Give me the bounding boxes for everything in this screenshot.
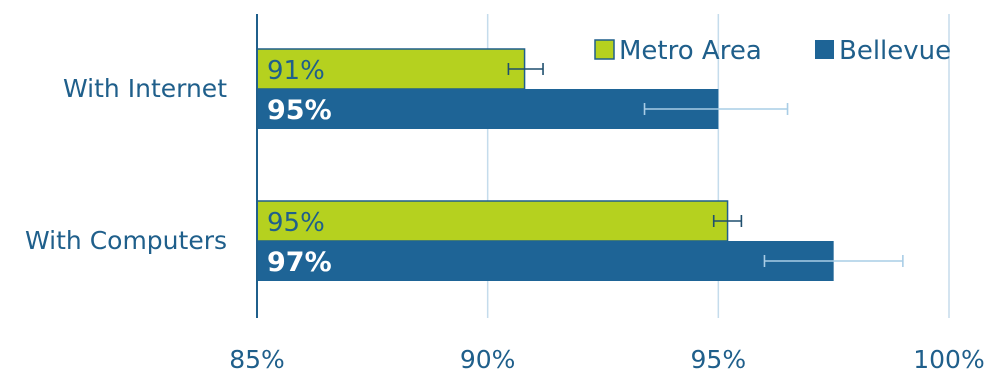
x-tick-label: 100% [913,345,984,374]
data-label: 91% [267,56,325,86]
x-tick-label: 85% [229,345,285,374]
category-label: With Internet [63,74,227,103]
axes: 85% 90% 95% 100% With Internet With Computers [25,14,985,374]
legend-swatch [594,39,615,60]
legend: Metro Area Bellevue [594,36,951,66]
data-label: 97% [267,247,332,278]
category-label: With Computers [25,226,227,255]
x-tick-label: 95% [691,345,747,374]
legend-swatch [815,40,834,59]
data-label: 95% [267,95,332,126]
bar-metro-area [256,48,526,90]
x-tick-label: 90% [460,345,516,374]
legend-label: Bellevue [839,36,951,66]
bar-bellevue [257,241,834,281]
bar-metro-area [256,200,729,242]
legend-label: Metro Area [619,36,762,66]
bar-bellevue [257,89,719,129]
bars: 91% 95% 95% 97% [256,48,904,281]
data-label: 95% [267,208,325,238]
